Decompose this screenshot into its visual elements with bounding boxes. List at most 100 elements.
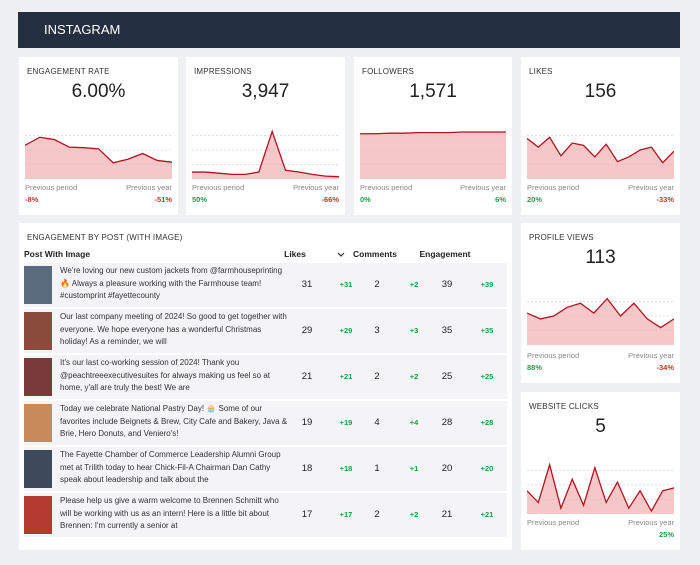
sparkline-line bbox=[192, 129, 339, 178]
metric-value: 3,947 bbox=[241, 81, 290, 102]
post-row[interactable]: It's our last co-working session of 2024… bbox=[24, 355, 507, 399]
sparkline bbox=[527, 462, 674, 514]
metric-count: 2 bbox=[374, 371, 380, 382]
previous-period-label: Previous period bbox=[192, 183, 245, 192]
metric-change: +21 bbox=[480, 510, 494, 519]
previous-year-value: -51% bbox=[154, 195, 172, 204]
metric-label: PROFILE VIEWS bbox=[529, 233, 594, 242]
previous-year-value: -34% bbox=[656, 363, 674, 372]
post-thumbnail bbox=[24, 450, 52, 488]
metric-value: 113 bbox=[585, 247, 616, 268]
post-thumbnail bbox=[24, 266, 52, 304]
post-text: Today we celebrate National Pastry Day! … bbox=[60, 404, 288, 438]
column-header[interactable]: Likes bbox=[284, 249, 306, 259]
previous-period-label: Previous period bbox=[527, 351, 580, 360]
metric-count: 17 bbox=[301, 509, 313, 520]
sparkline bbox=[360, 131, 506, 179]
post-thumbnail bbox=[24, 496, 52, 534]
metric-count: 3 bbox=[374, 325, 380, 336]
metric-label: IMPRESSIONS bbox=[194, 67, 252, 76]
previous-period-value: 0% bbox=[360, 195, 371, 204]
metric-count: 39 bbox=[441, 279, 453, 290]
sparkline bbox=[527, 135, 674, 179]
metric-value: 156 bbox=[584, 81, 617, 102]
previous-year-label: Previous year bbox=[628, 351, 674, 360]
metric-value: 6.00% bbox=[71, 81, 126, 102]
metric-label: WEBSITE CLICKS bbox=[529, 402, 599, 411]
metric-card: WEBSITE CLICKS 5 Previous period Previous y… bbox=[521, 392, 680, 550]
post-row[interactable]: We're loving our new custom jackets from… bbox=[24, 263, 507, 307]
metric-change: +39 bbox=[480, 280, 494, 289]
header-title: INSTAGRAM bbox=[44, 22, 121, 37]
post-text: We're loving our new custom jackets from… bbox=[60, 266, 283, 300]
metric-card: FOLLOWERS 1,571 Previous period Previous ye… bbox=[354, 57, 512, 215]
previous-period-label: Previous period bbox=[527, 183, 580, 192]
metric-count: 21 bbox=[441, 509, 453, 520]
post-text: It's our last co-working session of 2024… bbox=[60, 358, 271, 392]
column-header: Engagement bbox=[419, 249, 471, 259]
metric-count: 21 bbox=[301, 371, 313, 382]
column-header: Post With Image bbox=[24, 249, 91, 259]
post-row[interactable]: The Fayette Chamber of Commerce Leadersh… bbox=[24, 447, 507, 491]
metric-change: +29 bbox=[339, 326, 353, 335]
sparkline-line bbox=[527, 462, 674, 513]
sparkline bbox=[25, 135, 172, 179]
previous-year-value: 25% bbox=[658, 530, 674, 539]
metric-change: +2 bbox=[409, 372, 419, 381]
previous-year-label: Previous year bbox=[126, 183, 172, 192]
metric-count: 20 bbox=[441, 463, 453, 474]
previous-period-label: Previous period bbox=[360, 183, 413, 192]
previous-period-value: 50% bbox=[192, 195, 208, 204]
sparkline-line bbox=[527, 297, 674, 329]
metric-label: FOLLOWERS bbox=[362, 67, 415, 76]
sparkline bbox=[527, 297, 674, 345]
metric-count: 18 bbox=[301, 463, 313, 474]
previous-year-value: -33% bbox=[656, 195, 674, 204]
metric-change: +19 bbox=[339, 418, 353, 427]
previous-period-value: 20% bbox=[527, 195, 543, 204]
previous-year-label: Previous year bbox=[293, 183, 339, 192]
post-row[interactable]: Our last company meeting of 2024! So goo… bbox=[24, 309, 507, 353]
metric-change: +17 bbox=[339, 510, 353, 519]
sparkline-line bbox=[25, 136, 172, 164]
metric-change: +2 bbox=[409, 280, 419, 289]
sparkline-area bbox=[527, 464, 674, 514]
metric-value: 1,571 bbox=[409, 81, 457, 102]
metric-count: 25 bbox=[441, 371, 453, 382]
metric-change: +18 bbox=[339, 464, 353, 473]
sparkline-line bbox=[527, 136, 674, 164]
previous-year-label: Previous year bbox=[628, 518, 674, 527]
metric-change: +21 bbox=[339, 372, 353, 381]
previous-period-value: -8% bbox=[25, 195, 39, 204]
metric-change: +4 bbox=[409, 418, 419, 427]
metric-change: +2 bbox=[409, 510, 419, 519]
post-row[interactable]: Please help us give a warm welcome to Br… bbox=[24, 493, 507, 537]
post-row[interactable]: Today we celebrate National Pastry Day! … bbox=[24, 401, 507, 445]
sparkline-area bbox=[192, 131, 339, 179]
metric-count: 29 bbox=[301, 325, 313, 336]
metric-change: +25 bbox=[480, 372, 494, 381]
previous-period-value: 88% bbox=[527, 363, 543, 372]
metric-card: PROFILE VIEWS 113 Previous period Previous … bbox=[521, 223, 680, 383]
sparkline-line bbox=[360, 131, 506, 135]
sparkline-area bbox=[360, 132, 506, 179]
post-thumbnail bbox=[24, 358, 52, 396]
sort-icon[interactable] bbox=[337, 251, 345, 259]
metric-count: 28 bbox=[441, 417, 453, 428]
metric-count: 2 bbox=[374, 509, 380, 520]
previous-year-label: Previous year bbox=[460, 183, 506, 192]
post-thumbnail bbox=[24, 312, 52, 350]
metric-card: ENGAGEMENT RATE 6.00% Previous period Previ… bbox=[19, 57, 178, 215]
metric-value: 5 bbox=[595, 416, 606, 437]
metric-label: ENGAGEMENT RATE bbox=[27, 67, 110, 76]
post-thumbnail bbox=[24, 404, 52, 442]
previous-year-value: 6% bbox=[495, 195, 506, 204]
post-text: Our last company meeting of 2024! So goo… bbox=[60, 312, 287, 346]
column-header: Comments bbox=[353, 249, 397, 259]
metric-count: 2 bbox=[374, 279, 380, 290]
metric-count: 35 bbox=[441, 325, 453, 336]
previous-year-value: -66% bbox=[321, 195, 339, 204]
metric-label: LIKES bbox=[529, 67, 553, 76]
previous-period-label: Previous period bbox=[527, 518, 580, 527]
